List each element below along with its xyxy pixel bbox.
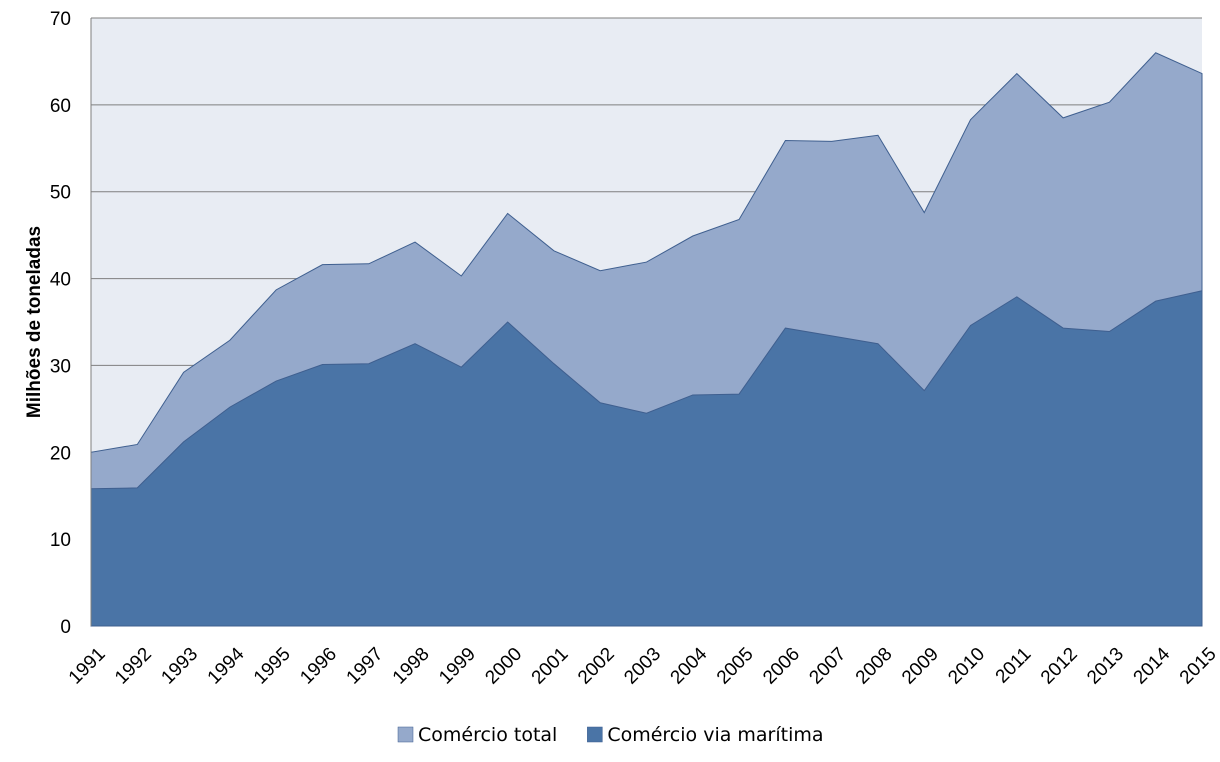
x-tick-label: 1991: [65, 644, 110, 689]
x-tick-label: 2009: [898, 644, 943, 689]
x-tick-label: 2001: [528, 644, 573, 689]
x-tick-label: 2014: [1130, 643, 1175, 688]
x-tick-label: 2000: [481, 644, 526, 689]
y-tick-label: 40: [50, 270, 71, 291]
x-tick-label: 2002: [574, 644, 619, 689]
legend-item: Comércio via marítima: [587, 724, 824, 746]
x-tick-label: 1994: [204, 643, 249, 688]
x-tick-label: 1992: [111, 644, 156, 689]
x-tick-label: 1997: [343, 644, 388, 689]
y-tick-label: 20: [50, 443, 71, 464]
x-tick-label: 2015: [1176, 644, 1220, 689]
y-axis-label: Milhões de toneladas: [24, 226, 45, 418]
x-tick-label: 1993: [157, 644, 202, 689]
y-tick-label: 10: [50, 530, 71, 551]
y-tick-label: 50: [50, 183, 71, 204]
legend-item: Comércio total: [397, 724, 557, 746]
x-tick-label: 2008: [852, 644, 897, 689]
y-tick-label: 30: [50, 356, 71, 377]
x-tick-label: 2013: [1083, 644, 1128, 689]
x-tick-label: 2007: [806, 644, 851, 689]
x-tick-label: 1998: [389, 644, 434, 689]
area-series-comercio-via-maritima: [90, 290, 1203, 627]
legend-label: Comércio via marítima: [607, 724, 823, 746]
legend-label: Comércio total: [418, 724, 557, 746]
x-tick-label: 2010: [944, 644, 989, 689]
x-tick-label: 2011: [992, 644, 1036, 688]
legend-swatch: [397, 726, 414, 743]
x-tick-label: 2006: [759, 644, 804, 689]
legend: Comércio total Comércio via marítima: [397, 724, 824, 746]
y-axis: 0 10 20 30 40 50 60 70: [50, 9, 71, 638]
x-tick-label: 2005: [713, 644, 758, 689]
x-tick-label: 2012: [1037, 644, 1082, 689]
x-tick-label: 2003: [620, 644, 665, 689]
x-tick-label: 1996: [296, 644, 341, 689]
y-tick-label: 60: [50, 96, 71, 117]
legend-swatch: [587, 726, 603, 743]
x-tick-label: 2004: [667, 643, 712, 688]
y-tick-label: 70: [50, 9, 71, 30]
series-areas: [90, 18, 1203, 627]
x-tick-label: 1999: [435, 644, 480, 689]
x-axis: 1991 1992 1993 1994 1995 1996 1997 1998 1999 2000…: [65, 643, 1220, 688]
y-tick-label: 0: [60, 617, 71, 638]
x-tick-label: 1995: [250, 644, 295, 689]
